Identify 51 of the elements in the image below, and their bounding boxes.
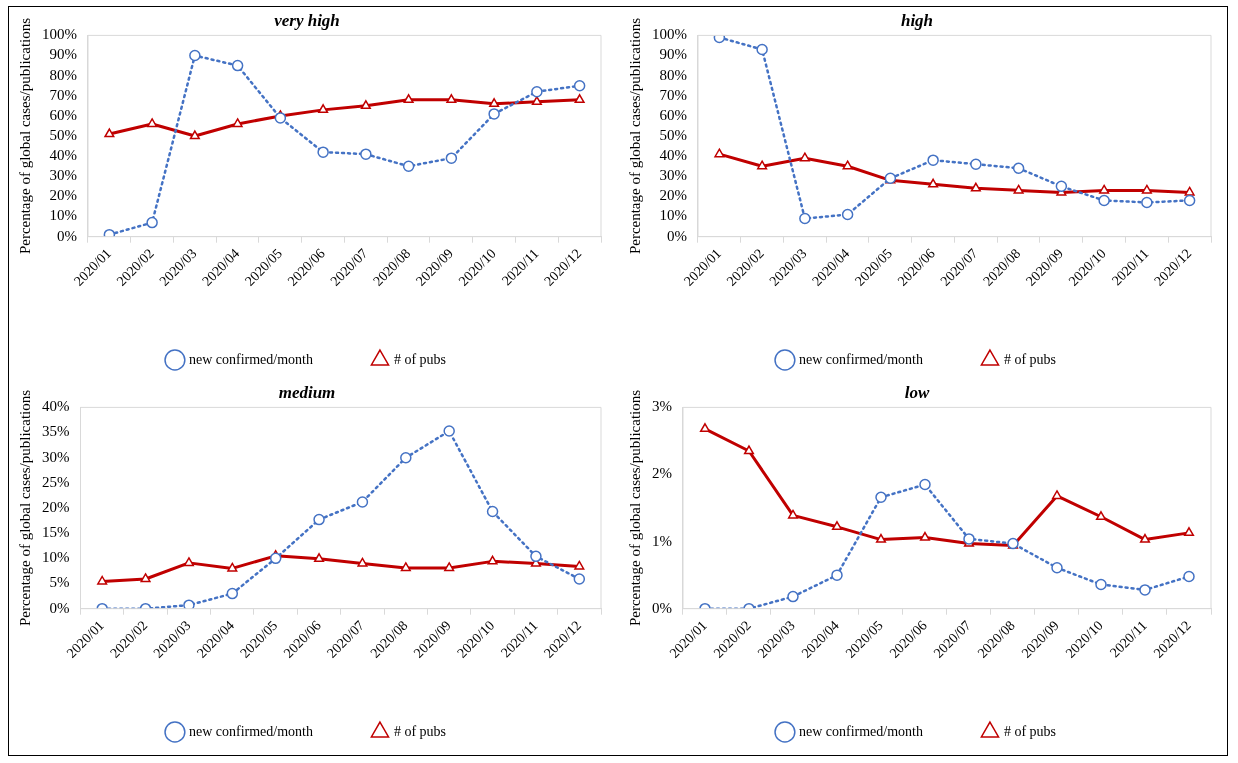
y-tick-label: 10% <box>49 207 77 224</box>
y-axis-title: Percentage of global cases/publications <box>16 389 33 627</box>
legend-label: new confirmed/month <box>798 351 923 367</box>
legend-label: new confirmed/month <box>188 351 313 367</box>
y-tick-label: 40% <box>49 147 77 164</box>
y-tick-label: 3% <box>652 398 672 415</box>
y-tick-label: 25% <box>42 473 70 490</box>
legend-label: new confirmed/month <box>188 723 313 739</box>
y-tick-label: 0% <box>667 227 687 244</box>
y-tick-label: 0% <box>57 227 77 244</box>
legend-label: # of pubs <box>393 351 447 367</box>
y-axis-title: Percentage of global cases/publications <box>626 389 643 627</box>
chart-title: medium <box>278 382 336 402</box>
y-tick-label: 10% <box>42 549 70 566</box>
y-tick-label: 90% <box>659 46 687 63</box>
chart-title: high <box>900 10 934 30</box>
y-tick-label: 40% <box>659 147 687 164</box>
y-tick-label: 20% <box>659 187 687 204</box>
y-tick-label: 40% <box>42 398 70 415</box>
y-tick-label: 0% <box>49 599 70 616</box>
y-tick-label: 60% <box>659 106 687 123</box>
legend-label: # of pubs <box>393 723 447 739</box>
y-tick-label: 1% <box>652 532 672 549</box>
y-tick-label: 20% <box>49 187 77 204</box>
y-tick-label: 10% <box>659 207 687 224</box>
y-tick-label: 5% <box>49 574 70 591</box>
y-tick-label: 35% <box>42 423 70 440</box>
y-tick-label: 80% <box>659 66 687 83</box>
y-tick-label: 70% <box>659 86 687 103</box>
y-tick-label: 50% <box>659 126 687 143</box>
y-axis-title: Percentage of global cases/publications <box>626 17 643 255</box>
legend-label: # of pubs <box>1003 351 1057 367</box>
y-tick-label: 80% <box>49 66 77 83</box>
chart-title: very high <box>274 10 340 30</box>
y-tick-label: 30% <box>659 167 687 184</box>
y-tick-label: 60% <box>49 106 77 123</box>
y-tick-label: 100% <box>42 26 77 43</box>
y-tick-label: 50% <box>49 126 77 143</box>
legend-label: new confirmed/month <box>798 723 923 739</box>
y-tick-label: 0% <box>652 599 672 616</box>
y-tick-label: 100% <box>652 26 687 43</box>
y-tick-label: 70% <box>49 86 77 103</box>
y-tick-label: 30% <box>49 167 77 184</box>
y-tick-label: 90% <box>49 46 77 63</box>
y-tick-label: 30% <box>42 448 70 465</box>
legend-label: # of pubs <box>1003 723 1057 739</box>
y-tick-label: 2% <box>652 465 672 482</box>
y-axis-title: Percentage of global cases/publications <box>16 17 33 255</box>
y-tick-label: 20% <box>42 498 70 515</box>
y-tick-label: 15% <box>42 524 70 541</box>
chart-title: low <box>904 382 930 402</box>
